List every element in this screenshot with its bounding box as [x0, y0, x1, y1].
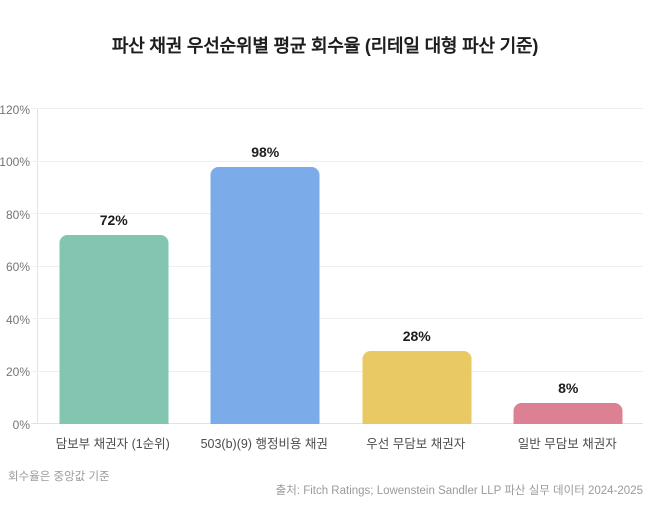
y-tick-label-80%: 80% — [5, 207, 30, 222]
x-axis-label: 담보부 채권자 (1순위) — [55, 437, 170, 451]
bar-4 — [513, 403, 623, 424]
x-axis-label: 우선 무담보 채권자 — [366, 437, 466, 451]
bar-slot: 98% — [190, 109, 342, 424]
footnote: 회수율은 중앙값 기준 — [8, 471, 110, 483]
gridline-40% — [31, 318, 643, 319]
bar-value-label: 72% — [99, 212, 128, 228]
chart-title: 파산 채권 우선순위별 평균 회수율 (리테일 대형 파산 기준) — [111, 36, 539, 56]
bar-3 — [362, 350, 472, 424]
y-tick-label-120%: 120% — [0, 102, 30, 117]
x-axis-labels: 담보부 채권자 (1순위) 503(b)(9) 행정비용 채권 우선 무담보 채권자… — [37, 433, 643, 451]
gridline-100% — [31, 160, 643, 162]
bar-value-label: 98% — [251, 143, 280, 160]
bar-value-label: 8% — [558, 380, 579, 396]
y-tick-label-20%: 20% — [5, 365, 30, 379]
gridline-120% — [31, 108, 643, 109]
gridline-0% — [31, 423, 643, 424]
bar-value-label: 28% — [402, 327, 431, 344]
bar-2 — [210, 166, 320, 424]
y-tick-label-0%: 0% — [12, 417, 30, 432]
bar-slot: 8% — [493, 109, 645, 424]
gridline-80% — [31, 213, 643, 214]
source-caption: 출처: Fitch Ratings; Lowenstein Sandler LL… — [275, 485, 643, 497]
bar-1 — [59, 235, 169, 424]
y-tick-label-40%: 40% — [5, 312, 30, 327]
bar-slot: 72% — [38, 109, 190, 424]
gridline-60% — [31, 265, 643, 267]
gridline-20% — [31, 370, 643, 372]
bar-slot: 28% — [341, 109, 493, 424]
y-tick-label-100%: 100% — [0, 155, 30, 169]
x-axis-label: 503(b)(9) 행정비용 채권 — [200, 437, 328, 451]
plot-area: 0% 20% 40% 60% 80% 100% 120% 72% 98% 28% 8% — [0, 103, 645, 432]
x-axis-label: 일반 무담보 채권자 — [517, 437, 617, 451]
y-tick-label-60%: 60% — [5, 260, 30, 274]
